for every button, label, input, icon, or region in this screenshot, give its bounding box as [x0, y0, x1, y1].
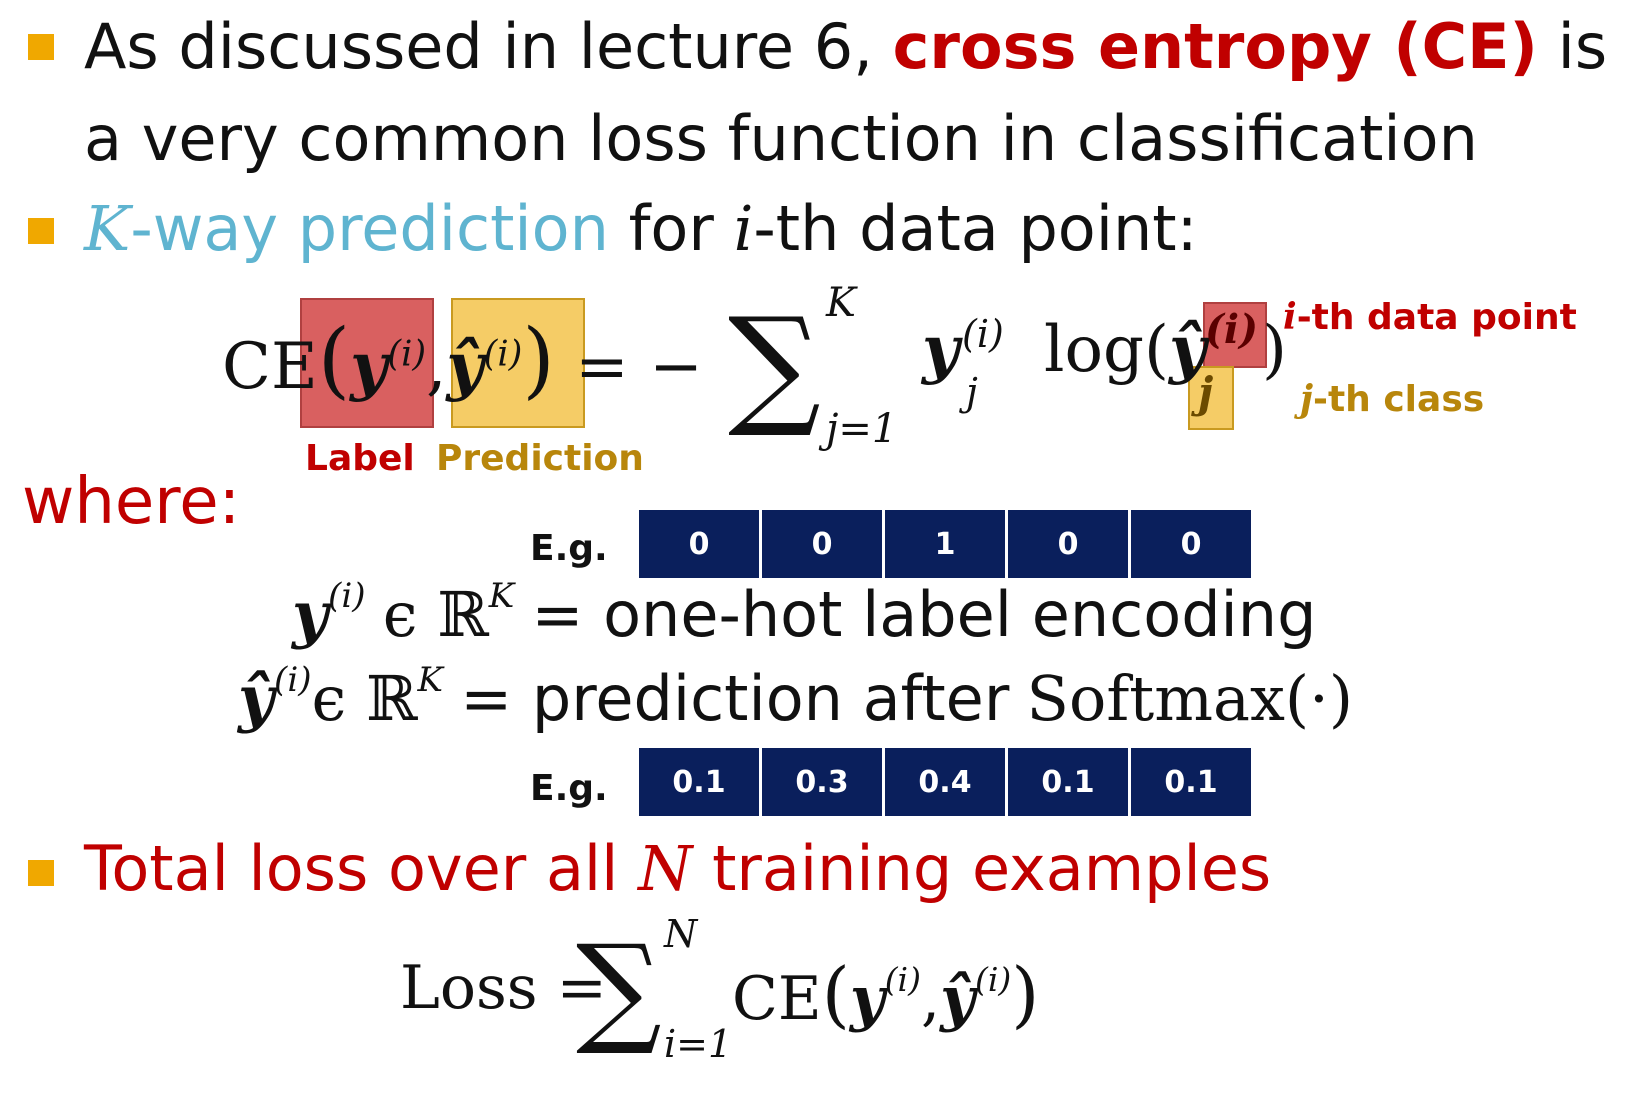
bullet-marker [28, 218, 54, 244]
onehot-cell: 0 [639, 510, 759, 578]
sum-top: K [826, 280, 856, 326]
log-sub: j [1198, 368, 1214, 417]
bullet-2-line: K-way prediction for i-th data point: [84, 192, 1198, 265]
onehot-cell: 0 [1008, 510, 1128, 578]
j-th-class-tag: j-th class [1300, 378, 1485, 420]
label-tag: Label [305, 438, 415, 479]
bullet-3-line: Total loss over all N training examples [84, 832, 1272, 905]
rhs-sub: j [966, 370, 978, 414]
eg-label-onehot: E.g. [530, 528, 608, 569]
label-highlight-box [300, 298, 434, 428]
ce-formula-rhs: y [922, 312, 960, 387]
bullet-1-line-2: a very common loss function in classific… [84, 102, 1478, 175]
bullet-marker [28, 860, 54, 886]
onehot-cell: 1 [885, 510, 1005, 578]
rhs-sup: (i) [962, 312, 1004, 356]
eg-label-softmax: E.g. [530, 768, 608, 809]
loss-lhs: Loss = [400, 953, 607, 1023]
onehot-cell: 0 [762, 510, 882, 578]
cross-entropy-highlight: cross entropy (CE) [892, 10, 1538, 83]
loss-sum-bottom: i=1 [664, 1022, 733, 1066]
loss-ce: CE(y(i),ŷ(i)) [732, 952, 1040, 1036]
softmax-vector: 0.1 0.3 0.4 0.1 0.1 [639, 748, 1254, 816]
i-index-highlight-box [1203, 302, 1267, 368]
log-sup: (i) [1205, 306, 1259, 353]
sum-bottom: j=1 [826, 406, 898, 452]
sum-symbol: ∑ [728, 289, 821, 441]
bullet-marker [28, 34, 54, 60]
i-th-data-point-tag: i-th data point [1283, 296, 1577, 338]
softmax-cell: 0.1 [1008, 748, 1128, 816]
log-close: ) [1262, 313, 1287, 387]
loss-sum-top: N [664, 912, 698, 956]
j-index-highlight-box [1188, 366, 1234, 430]
softmax-cell: 0.1 [1131, 748, 1251, 816]
loss-sum-symbol: ∑ [576, 920, 662, 1059]
bullet-1-line-1: As discussed in lecture 6, cross entropy… [84, 10, 1608, 83]
onehot-cell: 0 [1131, 510, 1251, 578]
ce-formula: CE(y(i),ŷ(i)) = − [222, 311, 703, 408]
softmax-cell: 0.1 [639, 748, 759, 816]
label-definition: y(i) ϵ ℝK = one-hot label encoding [292, 576, 1317, 651]
where-label: where: [22, 465, 241, 539]
prediction-tag: Prediction [436, 438, 644, 479]
softmax-cell: 0.3 [762, 748, 882, 816]
prediction-highlight-box [451, 298, 585, 428]
softmax-cell: 0.4 [885, 748, 1005, 816]
prediction-definition: ŷ(i)ϵ ℝK = prediction after Softmax(·) [238, 660, 1354, 735]
log-term: log(ŷ [1044, 312, 1207, 387]
